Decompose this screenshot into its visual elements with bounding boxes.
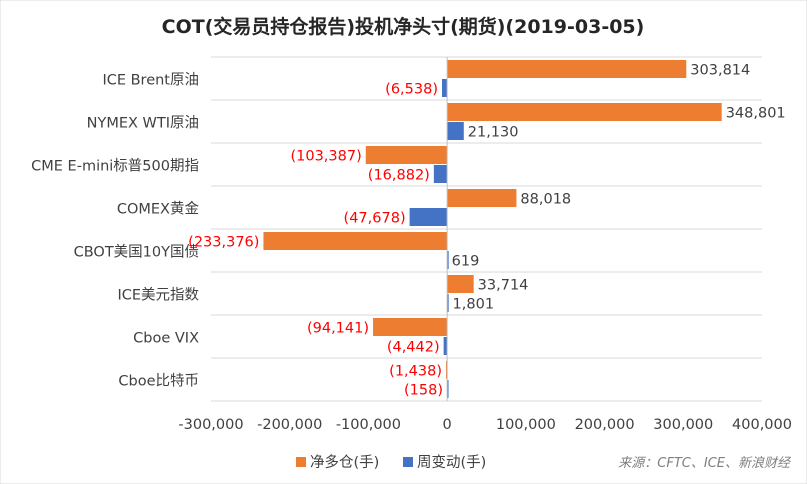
weekly-change-bar [447,294,449,312]
net-long-bar [447,103,722,121]
x-tick-label: -200,000 [257,417,322,433]
legend-swatch-net-long [296,457,306,467]
category-label: NYMEX WTI原油 [87,115,199,132]
category-label: ICE Brent原油 [102,72,199,89]
data-label: (233,376) [188,235,259,251]
x-tick-label: 100,000 [496,417,556,433]
legend: 净多仓(手) 周变动(手) [296,454,486,471]
data-label: 33,714 [478,278,529,294]
data-label: (158) [404,383,443,399]
category-label: ICE美元指数 [117,287,199,304]
net-long-bar [447,275,474,293]
data-label: (1,438) [389,364,442,380]
weekly-change-bar [409,208,448,226]
x-tick-label: 0 [443,417,452,433]
data-label: (6,538) [385,82,438,98]
data-label: (47,678) [344,211,406,227]
weekly-change-bar [447,380,449,398]
weekly-change-bar [441,79,448,97]
weekly-change-bar [443,337,448,355]
legend-swatch-weekly-change [403,457,413,467]
legend-label: 净多仓(手) [310,454,379,471]
chart-title: COT(交易员持仓报告)投机净头寸(期货)(2019-03-05) [162,15,645,38]
category-label: CBOT美国10Y国债 [74,244,199,261]
data-label: 88,018 [520,192,571,208]
net-long-bar [447,189,517,207]
category-label: CME E-mini标普500期指 [31,158,199,175]
data-label: 21,130 [468,125,519,141]
data-label: (103,387) [290,149,361,165]
net-long-bar [263,232,448,250]
category-label: COMEX黄金 [117,201,200,218]
legend-label: 周变动(手) [417,454,486,471]
x-tick-label: 400,000 [732,417,792,433]
data-label: 619 [452,254,480,270]
net-long-bar [447,60,687,78]
x-tick-label: 300,000 [653,417,713,433]
data-label: 303,814 [690,63,750,79]
data-label: (4,442) [387,340,440,356]
data-label: 348,801 [726,106,786,122]
source-note: 来源：CFTC、ICE、新浪财经 [618,455,792,471]
x-tick-label: 200,000 [575,417,635,433]
weekly-change-bar [447,122,464,140]
data-label: (16,882) [368,168,430,184]
weekly-change-bar [433,165,448,183]
category-label: Cboe比特币 [118,373,199,390]
data-label: (94,141) [307,321,369,337]
plot-area: ICE Brent原油 NYMEX WTI原油 CME E-mini标普500期指 C… [31,56,792,433]
net-long-bar [365,146,448,164]
category-label: Cboe VIX [133,331,199,347]
net-long-bar [373,318,448,336]
weekly-change-bar [447,251,449,269]
x-tick-label: -100,000 [336,417,401,433]
data-label: 1,801 [453,297,495,313]
x-tick-label: -300,000 [178,417,243,433]
